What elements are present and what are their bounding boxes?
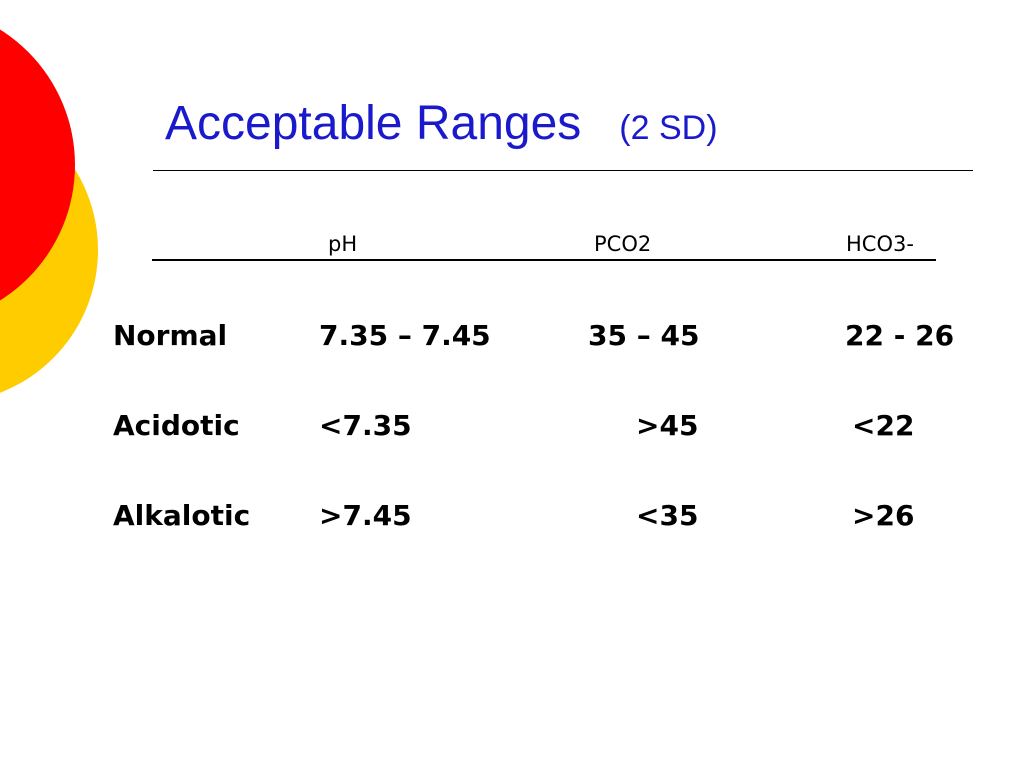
title-text: Acceptable Ranges (165, 97, 582, 150)
column-header-hco3: HCO3- (846, 232, 914, 256)
slide-title: Acceptable Ranges (2 SD) (165, 100, 718, 148)
row-label-normal: Normal (113, 319, 228, 352)
decorative-circles (0, 29, 98, 393)
normal-pco2-value: 35 – 45 (588, 319, 700, 352)
column-header-pco2: PCO2 (594, 232, 652, 256)
row-label-alkalotic: Alkalotic (113, 499, 251, 532)
acidotic-hco3-value: <22 (852, 409, 915, 442)
column-header-ph: pH (328, 232, 358, 256)
row-label-acidotic: Acidotic (113, 409, 240, 442)
red-circle (0, 29, 75, 301)
title-subtitle: (2 SD) (619, 109, 718, 147)
normal-hco3-value: 22 - 26 (845, 319, 955, 352)
alkalotic-pco2-value: <35 (636, 499, 699, 532)
alkalotic-hco3-value: >26 (852, 499, 915, 532)
header-underline (152, 259, 936, 261)
acidotic-ph-value: <7.35 (319, 409, 412, 442)
acidotic-pco2-value: >45 (636, 409, 699, 442)
normal-ph-value: 7.35 – 7.45 (319, 319, 491, 352)
title-divider (153, 170, 973, 171)
alkalotic-ph-value: >7.45 (319, 499, 412, 532)
